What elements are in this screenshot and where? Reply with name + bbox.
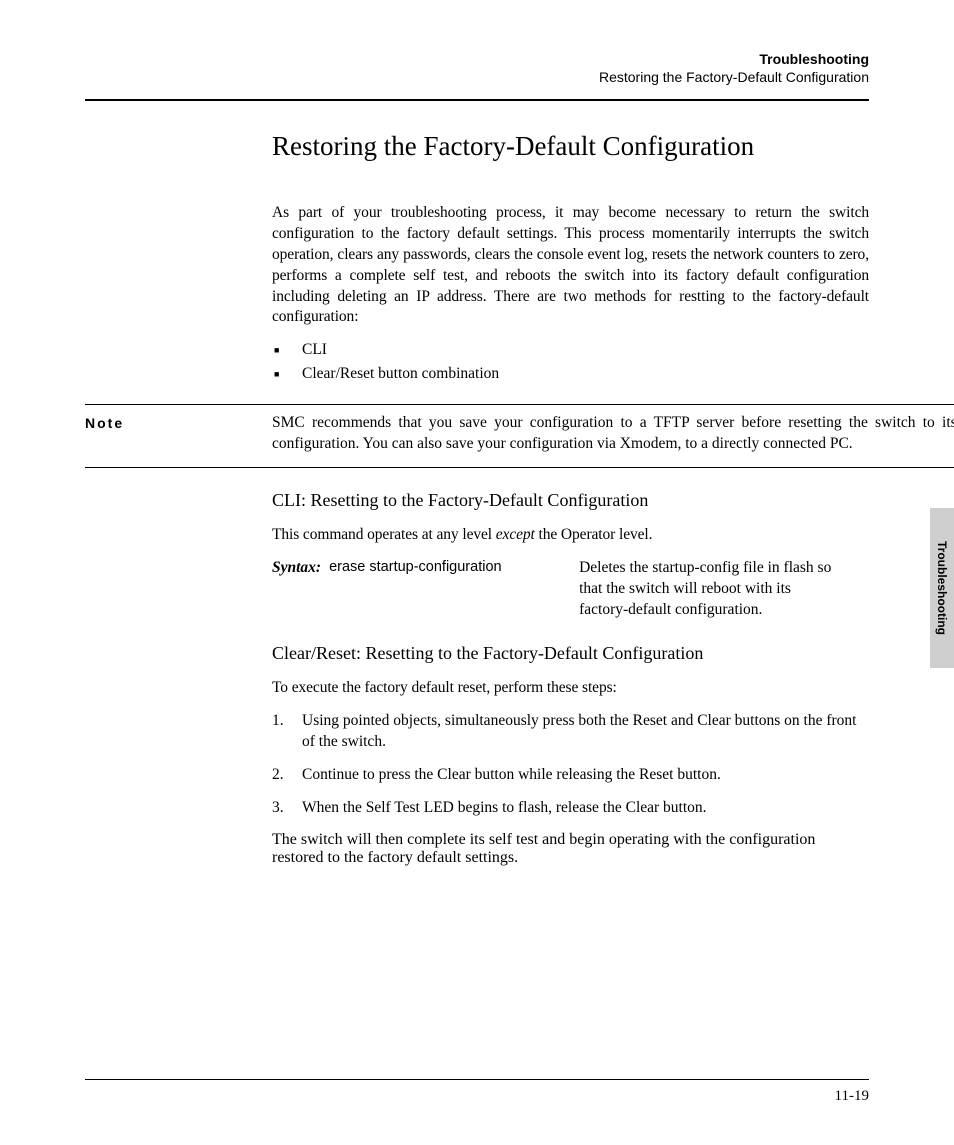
bottom-rule <box>85 1079 869 1080</box>
syntax-row: Syntax: erase startup-configuration Dele… <box>272 558 869 621</box>
side-tab: Troubleshooting <box>930 508 954 668</box>
header-section: Restoring the Factory-Default Configurat… <box>599 68 869 86</box>
running-header: Troubleshooting Restoring the Factory-De… <box>599 50 869 86</box>
clearreset-lead: To execute the factory default reset, pe… <box>272 678 869 699</box>
header-chapter: Troubleshooting <box>599 50 869 68</box>
cli-lead: This command operates at any level excep… <box>272 525 869 546</box>
note-block: Note SMC recommends that you save your c… <box>85 404 954 468</box>
cli-lead-pre: This command operates at any level <box>272 526 496 543</box>
side-tab-label: Troubleshooting <box>935 541 949 635</box>
intro-paragraph: As part of your troubleshooting process,… <box>272 203 869 329</box>
steps-followup: The switch will then complete its self t… <box>272 831 869 867</box>
list-item: CLI <box>272 338 869 362</box>
cli-lead-em: except <box>496 526 535 543</box>
syntax-description: Deletes the startup-config file in flash… <box>579 558 869 621</box>
page-number: 11-19 <box>835 1088 869 1105</box>
syntax-command: erase startup-configuration <box>329 558 579 621</box>
syntax-label: Syntax: <box>272 558 321 621</box>
step-item: When the Self Test LED begins to flash, … <box>272 798 869 819</box>
step-item: Continue to press the Clear button while… <box>272 765 869 786</box>
cli-lead-post: the Operator level. <box>535 526 653 543</box>
cli-heading: CLI: Resetting to the Factory-Default Co… <box>272 490 869 511</box>
list-item: Clear/Reset button combination <box>272 362 869 386</box>
steps-list: Using pointed objects, simultaneously pr… <box>272 711 869 819</box>
page-title: Restoring the Factory-Default Configurat… <box>272 131 869 163</box>
note-label: Note <box>85 415 124 431</box>
note-body: SMC recommends that you save your config… <box>272 413 954 455</box>
step-item: Using pointed objects, simultaneously pr… <box>272 711 869 753</box>
clearreset-heading: Clear/Reset: Resetting to the Factory-De… <box>272 643 869 664</box>
methods-list: CLI Clear/Reset button combination <box>272 338 869 386</box>
main-content: Restoring the Factory-Default Configurat… <box>272 101 869 867</box>
